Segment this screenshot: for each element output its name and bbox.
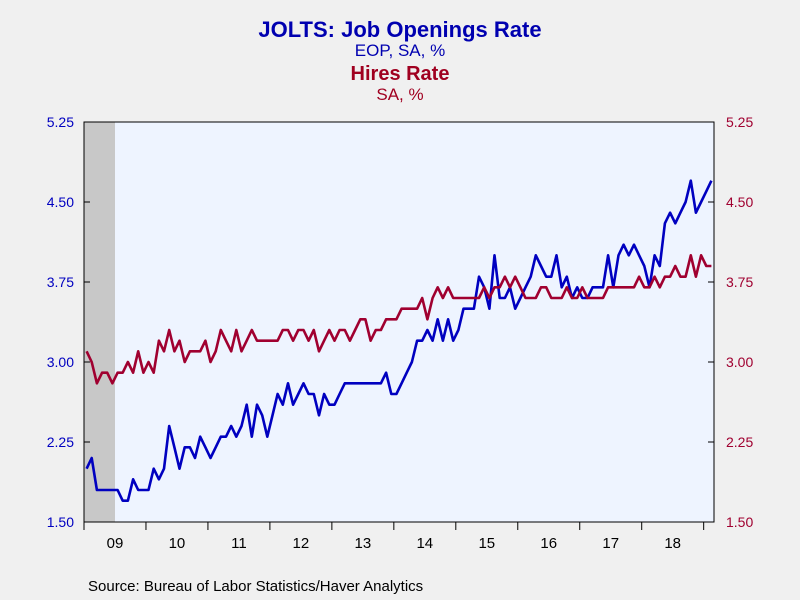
y-tick-label-right: 5.25 <box>726 114 753 130</box>
chart-title-2: Hires Rate <box>350 63 450 85</box>
recession-shading <box>84 122 115 522</box>
plot-area <box>84 122 714 522</box>
y-tick-label-right: 3.75 <box>726 274 753 290</box>
chart-subtitle-2: SA, % <box>376 85 424 104</box>
x-tick-label: 15 <box>478 535 495 552</box>
y-tick-label-left: 3.00 <box>47 354 74 370</box>
x-tick-label: 14 <box>416 535 433 552</box>
x-tick-label: 18 <box>664 535 681 552</box>
plot-frame <box>83 121 715 523</box>
chart-title: JOLTS: Job Openings Rate <box>258 17 542 42</box>
x-tick-label: 13 <box>355 535 372 552</box>
y-tick-label-left: 1.50 <box>47 514 74 530</box>
x-tick-label: 16 <box>540 535 557 552</box>
chart-title-block: JOLTS: Job Openings Rate EOP, SA, % Hire… <box>0 18 800 104</box>
x-tick-label: 10 <box>169 535 186 552</box>
source-note: Source: Bureau of Labor Statistics/Haver… <box>88 578 424 595</box>
y-tick-label-right: 4.50 <box>726 194 753 210</box>
y-tick-label-left: 4.50 <box>47 194 74 210</box>
x-tick-label: 17 <box>602 535 619 552</box>
y-tick-label-left: 2.25 <box>47 434 74 450</box>
y-tick-label-right: 1.50 <box>726 514 753 530</box>
series-line-hires <box>85 254 712 385</box>
x-tick-label: 11 <box>231 535 247 552</box>
chart-subtitle: EOP, SA, % <box>354 41 446 60</box>
x-tick-label: 09 <box>107 535 124 552</box>
y-tick-label-right: 3.00 <box>726 354 753 370</box>
y-tick-label-left: 3.75 <box>47 274 74 290</box>
y-tick-label-left: 5.25 <box>47 114 74 130</box>
series-line-job-openings <box>85 179 713 502</box>
y-tick-label-right: 2.25 <box>726 434 753 450</box>
x-tick-label: 12 <box>293 535 310 552</box>
